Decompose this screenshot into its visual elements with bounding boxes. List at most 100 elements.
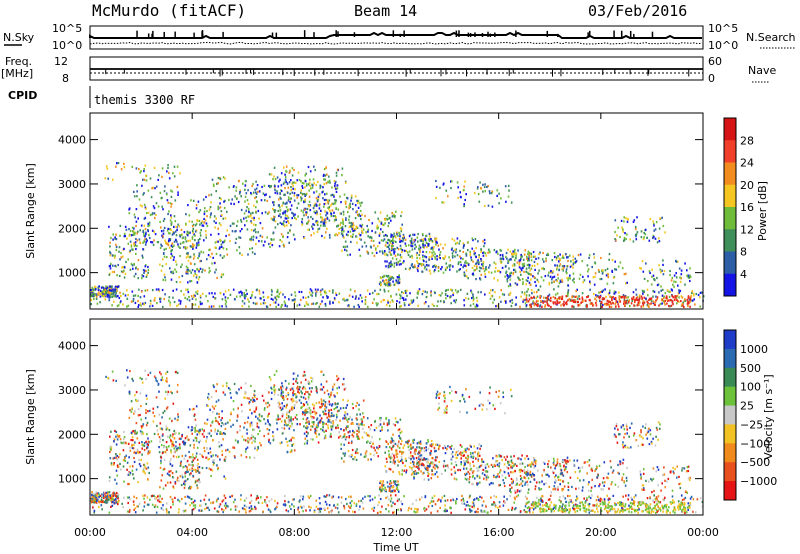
heatmap-cell: [164, 293, 166, 296]
heatmap-cell: [511, 255, 514, 258]
heatmap-cell: [642, 292, 644, 295]
heatmap-cell: [137, 259, 140, 262]
heatmap-cell: [348, 436, 350, 439]
heatmap-cell: [276, 192, 279, 195]
heatmap-cell: [647, 279, 649, 283]
heatmap-cell: [410, 239, 413, 243]
heatmap-cell: [280, 394, 282, 397]
heatmap-cell: [470, 291, 473, 294]
heatmap-cell: [137, 268, 139, 271]
heatmap-cell: [452, 293, 454, 297]
heatmap-cell: [360, 423, 362, 426]
heatmap-cell: [537, 299, 539, 303]
heatmap-cell: [241, 435, 244, 438]
heatmap-cell: [191, 237, 194, 240]
heatmap-cell: [465, 260, 467, 263]
heatmap-cell: [553, 275, 556, 278]
heatmap-cell: [543, 260, 545, 263]
heatmap-cell: [356, 448, 358, 451]
heatmap-cell: [431, 254, 434, 257]
heatmap-cell: [398, 428, 401, 431]
heatmap-cell: [91, 494, 93, 497]
heatmap-cell: [113, 256, 116, 259]
heatmap-cell: [131, 407, 133, 410]
heatmap-cell: [565, 270, 567, 273]
heatmap-cell: [666, 289, 669, 292]
heatmap-cell: [194, 426, 196, 429]
heatmap-cell: [264, 199, 266, 202]
heatmap-cell: [273, 175, 275, 178]
heatmap-cell: [267, 401, 269, 404]
heatmap-cell: [226, 210, 228, 213]
heatmap-cell: [134, 301, 137, 305]
heatmap-cell: [263, 399, 265, 402]
heatmap-cell: [509, 300, 511, 303]
heatmap-cell: [308, 422, 310, 425]
heatmap-cell: [225, 449, 227, 452]
heatmap-cell: [105, 499, 107, 502]
heatmap-cell: [283, 225, 286, 228]
heatmap-cell: [293, 429, 295, 432]
heatmap-cell: [557, 285, 560, 288]
heatmap-cell: [225, 422, 227, 425]
heatmap-cell: [150, 440, 153, 443]
heatmap-cell: [508, 189, 510, 192]
heatmap-cell: [250, 220, 252, 223]
heatmap-cell: [676, 298, 678, 301]
heatmap-cell: [614, 302, 617, 305]
heatmap-cell: [483, 245, 485, 248]
heatmap-cell: [260, 444, 262, 447]
heatmap-cell: [155, 213, 157, 217]
heatmap-cell: [370, 445, 373, 448]
heatmap-cell: [277, 415, 279, 418]
heatmap-cell: [473, 250, 475, 253]
heatmap-cell: [522, 282, 524, 286]
heatmap-cell: [507, 260, 510, 263]
heatmap-cell: [482, 183, 484, 186]
heatmap-cell: [280, 305, 282, 308]
heatmap-cell: [206, 209, 208, 213]
heatmap-cell: [608, 303, 611, 306]
heatmap-cell: [268, 391, 270, 394]
heatmap-cell: [405, 249, 407, 253]
heatmap-cell: [273, 301, 275, 304]
heatmap-cell: [632, 291, 635, 294]
heatmap-cell: [512, 273, 514, 276]
heatmap-cell: [491, 289, 494, 292]
heatmap-cell: [321, 219, 323, 222]
heatmap-cell: [224, 217, 227, 220]
heatmap-cell: [361, 436, 364, 439]
heatmap-cell: [344, 417, 346, 420]
heatmap-cell: [389, 278, 392, 282]
heatmap-cell: [171, 440, 174, 444]
heatmap-cell: [285, 165, 288, 168]
heatmap-cell: [463, 185, 465, 188]
heatmap-cell: [393, 262, 396, 265]
heatmap-cell: [143, 470, 145, 473]
heatmap-cell: [522, 281, 524, 284]
heatmap-cell: [145, 233, 147, 236]
heatmap-cell: [188, 408, 191, 411]
heatmap-cell: [278, 293, 280, 296]
heatmap-cell: [224, 427, 227, 430]
heatmap-cell: [530, 252, 532, 256]
heatmap-cell: [186, 246, 189, 249]
heatmap-cell: [173, 244, 175, 247]
heatmap-cell: [594, 297, 596, 300]
heatmap-cell: [388, 217, 390, 220]
heatmap-cell: [330, 404, 333, 407]
heatmap-cell: [300, 196, 302, 199]
heatmap-cell: [145, 174, 147, 177]
heatmap-cell: [594, 261, 596, 264]
heatmap-cell: [593, 283, 596, 286]
heatmap-cell: [128, 456, 130, 459]
heatmap-cell: [672, 303, 674, 306]
heatmap-cell: [350, 194, 353, 197]
heatmap-cell: [475, 278, 477, 281]
heatmap-cell: [422, 240, 425, 243]
heatmap-cell: [467, 263, 470, 266]
heatmap-cell: [479, 278, 482, 281]
heatmap-cell: [535, 297, 538, 300]
heatmap-cell: [539, 251, 541, 254]
heatmap-cell: [289, 169, 291, 172]
